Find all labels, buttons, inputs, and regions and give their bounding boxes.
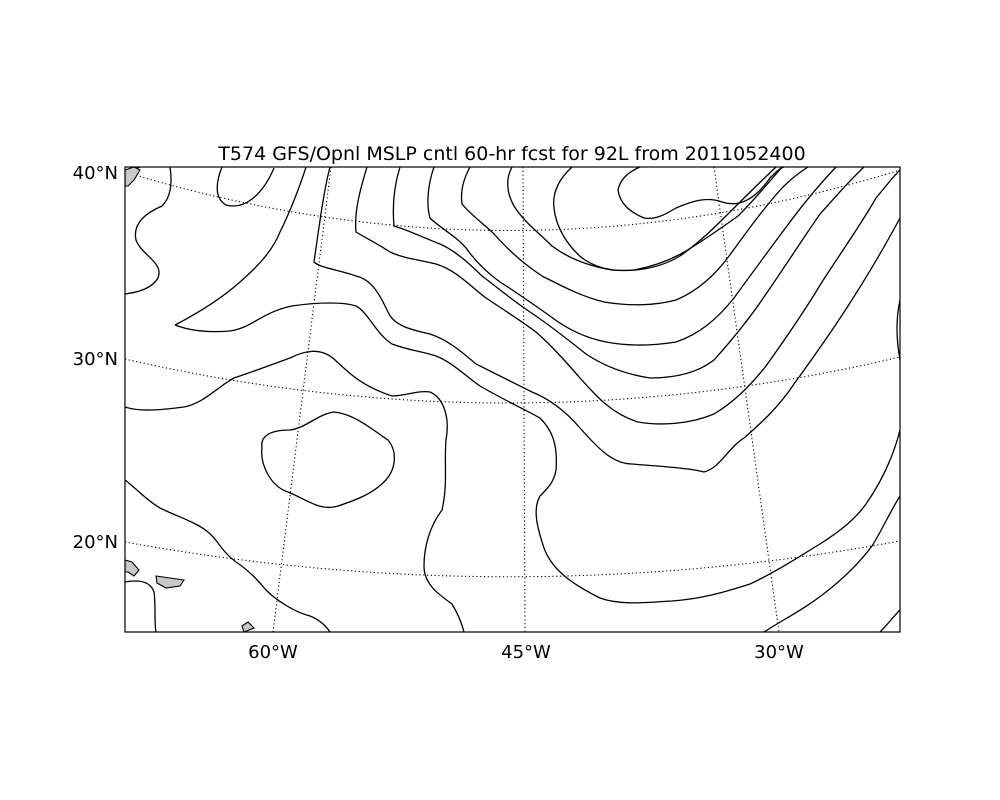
isobar-contours <box>125 167 900 632</box>
contour-line <box>125 580 157 632</box>
contour-line <box>125 479 331 632</box>
meridian-30w <box>713 167 780 632</box>
lon-label-60w: 60°W <box>248 642 298 663</box>
contour-line <box>313 167 900 473</box>
parallel-20n <box>125 540 900 578</box>
lon-label-30w: 30°W <box>754 642 804 663</box>
lat-label-40n: 40°N <box>73 163 118 184</box>
lat-label-30n: 30°N <box>73 349 118 370</box>
island-hispaniola <box>125 559 140 577</box>
parallel-40n <box>125 169 900 232</box>
land-islands <box>125 167 255 632</box>
contour-line <box>261 411 395 509</box>
lon-label-45w: 45°W <box>501 642 551 663</box>
contour-line <box>125 350 465 632</box>
meridian-60w <box>272 167 332 632</box>
map-area <box>125 167 900 632</box>
island-puerto-rico <box>155 575 185 589</box>
contour-line <box>216 167 275 207</box>
map-title: T574 GFS/Opnl MSLP cntl 60-hr fcst for 9… <box>217 143 805 165</box>
contour-line <box>507 167 777 272</box>
contour-line <box>460 167 809 306</box>
contour-line <box>763 495 900 632</box>
contour-line <box>125 167 172 295</box>
contour-line <box>174 302 900 604</box>
contour-line <box>174 167 307 326</box>
contour-line <box>553 167 783 272</box>
map-frame <box>124 166 901 633</box>
contour-line <box>354 167 900 425</box>
parallel-30n <box>125 356 900 404</box>
contour-line <box>392 167 865 379</box>
island-lesser-antilles <box>241 621 255 632</box>
island-top-left <box>125 167 141 187</box>
meridian-45w <box>522 167 526 632</box>
contour-line <box>879 609 900 632</box>
contour-line <box>427 167 837 346</box>
lat-label-20n: 20°N <box>73 532 118 553</box>
contour-line <box>896 299 900 361</box>
contour-line <box>617 167 785 220</box>
